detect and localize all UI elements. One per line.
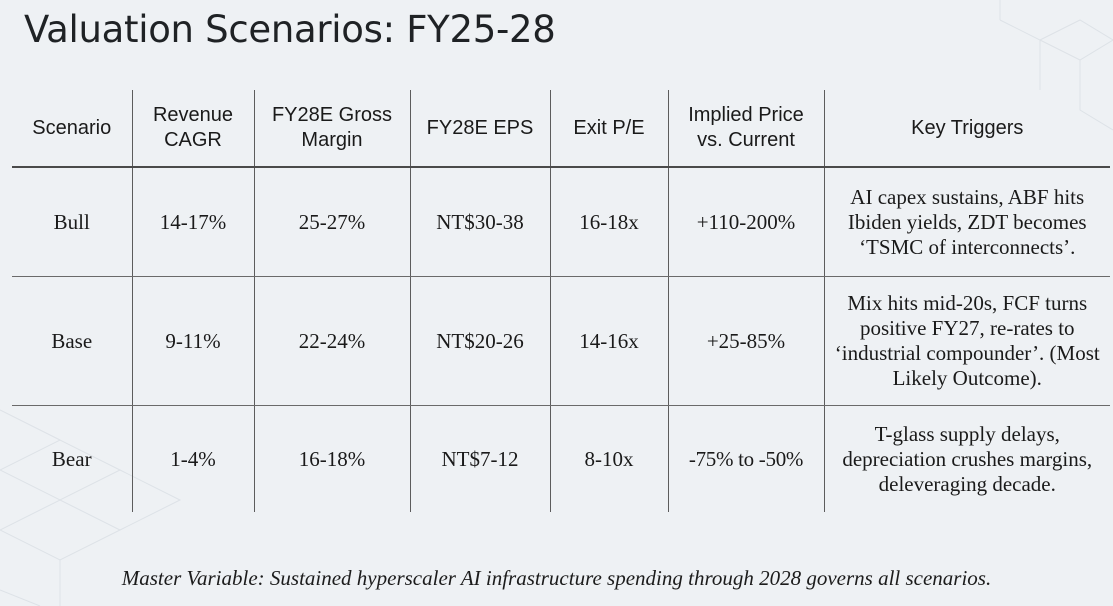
- table-header-row: Scenario Revenue CAGR FY28E Gross Margin…: [12, 90, 1110, 168]
- cell-scenario: Bear: [51, 446, 92, 471]
- page-title: Valuation Scenarios: FY25-28: [24, 8, 556, 51]
- col-header-implied-price: Implied Price vs. Current: [667, 90, 824, 168]
- cell-scenario: Bull: [12, 167, 132, 277]
- col-header-eps: FY28E EPS: [409, 90, 550, 168]
- cell-exit-pe: 14-16x: [549, 276, 668, 406]
- cell-implied-price: -75% to -50%: [667, 405, 824, 512]
- cell-key-triggers: AI capex sustains, ABF hits Ibiden yield…: [823, 167, 1110, 277]
- table-row-bull: Bull 14-17% 25-27% NT$30-38 16-18x +110-…: [12, 167, 1110, 277]
- cell-implied-price: +110-200%: [667, 167, 824, 277]
- cell-revenue-cagr: 1-4%: [131, 405, 254, 512]
- footer-note: Master Variable: Sustained hyperscaler A…: [121, 566, 992, 590]
- cell-gross-margin: 22-24%: [253, 276, 410, 406]
- cell-eps: NT$30-38: [409, 167, 550, 277]
- col-header-key-triggers: Key Triggers: [823, 90, 1110, 168]
- col-header-revenue-cagr: Revenue CAGR: [131, 90, 254, 168]
- cell-scenario: Base: [12, 276, 132, 406]
- col-header-scenario: Scenario: [12, 90, 132, 168]
- cell-revenue-cagr: 14-17%: [131, 167, 254, 277]
- table-row-base: Base 9-11% 22-24% NT$20-26 14-16x +25-85…: [12, 276, 1110, 406]
- cell-eps: NT$7-12: [409, 405, 550, 512]
- table-row-bear: Bear 1-4% 16-18% NT$7-12 8-10x -75% to -…: [12, 405, 1110, 512]
- cell-exit-pe: 8-10x: [549, 405, 668, 512]
- cell-key-triggers: Mix hits mid-20s, FCF turns positive FY2…: [823, 276, 1110, 406]
- cell-exit-pe: 16-18x: [549, 167, 668, 277]
- cell-gross-margin: 16-18%: [253, 405, 410, 512]
- col-header-revenue-cagr-text: Revenue CAGR: [152, 104, 234, 151]
- col-header-implied-price-text: Implied Price vs. Current: [688, 104, 804, 151]
- cell-gross-margin: 25-27%: [253, 167, 410, 277]
- cell-eps: NT$20-26: [409, 276, 550, 406]
- valuation-scenarios-table: Scenario Revenue CAGR FY28E Gross Margin…: [12, 90, 1110, 512]
- cell-revenue-cagr: 9-11%: [131, 276, 254, 406]
- col-header-gross-margin-text: FY28E Gross Margin: [271, 104, 393, 151]
- col-header-gross-margin: FY28E Gross Margin: [253, 90, 410, 168]
- col-header-exit-pe: Exit P/E: [549, 90, 668, 168]
- cell-implied-price: +25-85%: [667, 276, 824, 406]
- cell-key-triggers: T-glass supply delays, depreciation crus…: [823, 405, 1110, 512]
